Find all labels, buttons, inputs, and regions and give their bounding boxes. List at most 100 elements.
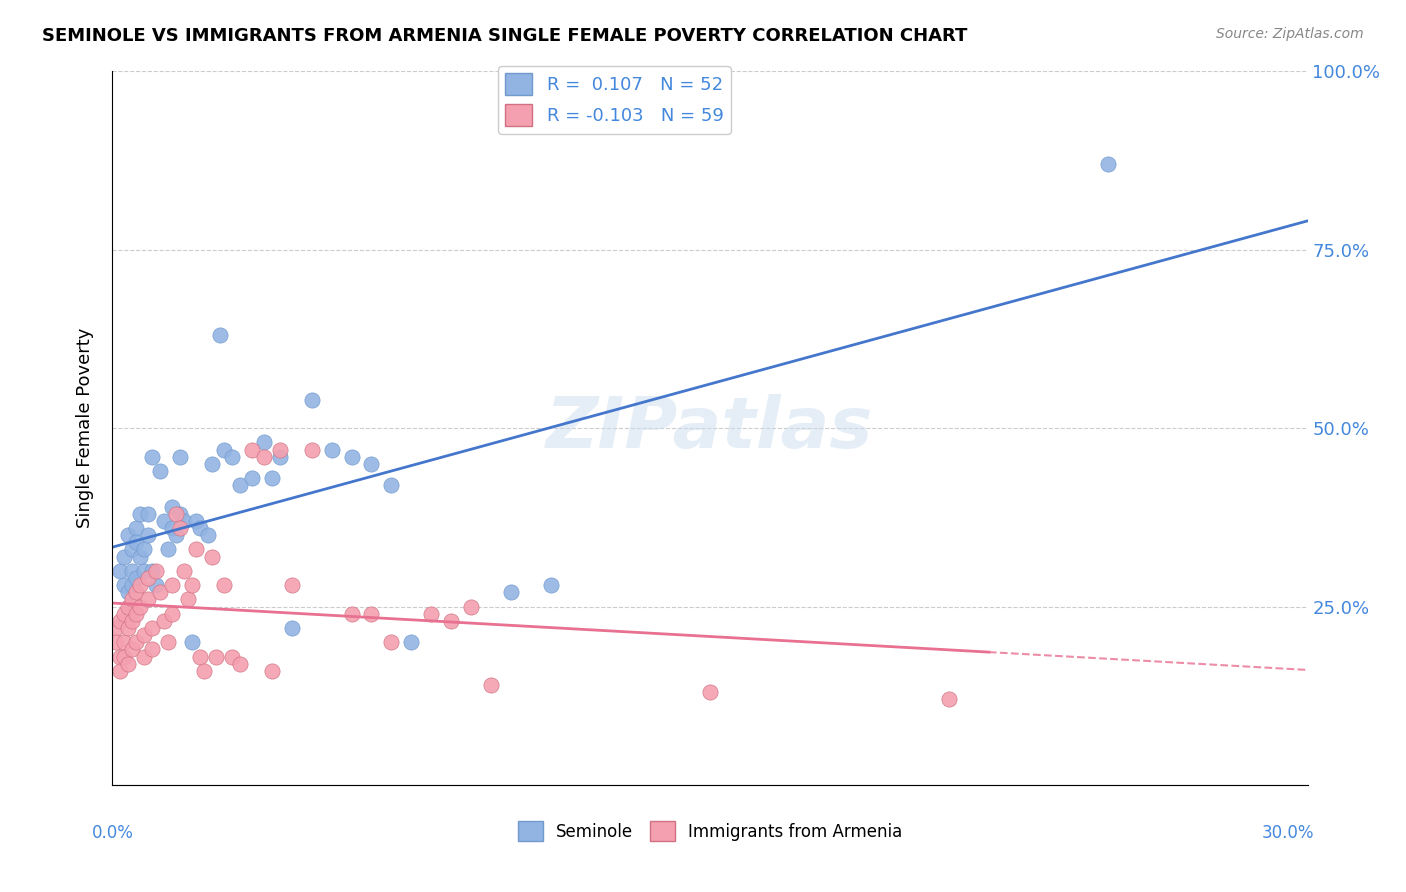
Point	[117, 657, 139, 671]
Point	[165, 528, 187, 542]
Point	[212, 442, 235, 457]
Point	[153, 514, 176, 528]
Point	[240, 442, 263, 457]
Point	[141, 621, 163, 635]
Point	[260, 471, 283, 485]
Point	[360, 607, 382, 621]
Point	[380, 635, 402, 649]
Point	[129, 549, 152, 564]
Point	[114, 607, 135, 621]
Point	[141, 642, 163, 657]
Point	[110, 564, 132, 578]
Point	[197, 528, 219, 542]
Point	[281, 578, 304, 592]
Point	[141, 564, 163, 578]
Point	[188, 649, 211, 664]
Point	[134, 649, 156, 664]
Point	[117, 585, 139, 599]
Point	[114, 578, 135, 592]
Point	[121, 592, 143, 607]
Point	[499, 585, 522, 599]
Point	[301, 392, 323, 407]
Point	[281, 621, 304, 635]
Point	[186, 542, 208, 557]
Point	[479, 678, 502, 692]
Point	[340, 607, 363, 621]
Point	[209, 328, 232, 343]
Point	[117, 528, 139, 542]
Point	[460, 599, 482, 614]
Point	[173, 564, 195, 578]
Point	[269, 442, 291, 457]
Point	[165, 507, 187, 521]
Point	[138, 528, 160, 542]
Point	[440, 614, 463, 628]
Point	[117, 599, 139, 614]
Point	[129, 599, 152, 614]
Point	[162, 607, 183, 621]
Point	[193, 664, 215, 678]
Point	[221, 450, 243, 464]
Point	[117, 621, 139, 635]
Point	[138, 507, 160, 521]
Point	[149, 464, 172, 478]
Point	[125, 635, 148, 649]
Point	[221, 649, 243, 664]
Point	[380, 478, 402, 492]
Point	[125, 535, 148, 549]
Point	[125, 585, 148, 599]
Point	[169, 450, 191, 464]
Point	[114, 635, 135, 649]
Point	[157, 635, 180, 649]
Point	[360, 457, 382, 471]
Point	[201, 457, 224, 471]
Point	[177, 592, 200, 607]
Point	[188, 521, 211, 535]
Point	[129, 578, 152, 592]
Point	[205, 649, 228, 664]
Point	[699, 685, 721, 699]
Point	[162, 500, 183, 514]
Point	[253, 435, 276, 450]
Point	[134, 564, 156, 578]
Point	[173, 514, 195, 528]
Point	[121, 614, 143, 628]
Point	[114, 649, 135, 664]
Legend: Seminole, Immigrants from Armenia: Seminole, Immigrants from Armenia	[510, 814, 910, 848]
Point	[105, 635, 128, 649]
Point	[253, 450, 276, 464]
Point	[157, 542, 180, 557]
Point	[1097, 157, 1119, 171]
Point	[110, 614, 132, 628]
Point	[321, 442, 343, 457]
Point	[145, 564, 167, 578]
Point	[125, 607, 148, 621]
Point	[260, 664, 283, 678]
Text: 0.0%: 0.0%	[91, 824, 134, 842]
Y-axis label: Single Female Poverty: Single Female Poverty	[76, 328, 94, 528]
Point	[121, 542, 143, 557]
Point	[134, 628, 156, 642]
Point	[938, 692, 960, 706]
Point	[125, 571, 148, 585]
Point	[169, 507, 191, 521]
Point	[121, 564, 143, 578]
Point	[540, 578, 562, 592]
Point	[149, 585, 172, 599]
Point	[105, 621, 128, 635]
Point	[201, 549, 224, 564]
Point	[138, 592, 160, 607]
Point	[121, 642, 143, 657]
Point	[269, 450, 291, 464]
Point	[121, 578, 143, 592]
Point	[181, 635, 204, 649]
Point	[181, 578, 204, 592]
Point	[301, 442, 323, 457]
Point	[401, 635, 423, 649]
Text: SEMINOLE VS IMMIGRANTS FROM ARMENIA SINGLE FEMALE POVERTY CORRELATION CHART: SEMINOLE VS IMMIGRANTS FROM ARMENIA SING…	[42, 27, 967, 45]
Point	[240, 471, 263, 485]
Text: ZIPatlas: ZIPatlas	[547, 393, 873, 463]
Point	[129, 507, 152, 521]
Point	[114, 549, 135, 564]
Point	[141, 450, 163, 464]
